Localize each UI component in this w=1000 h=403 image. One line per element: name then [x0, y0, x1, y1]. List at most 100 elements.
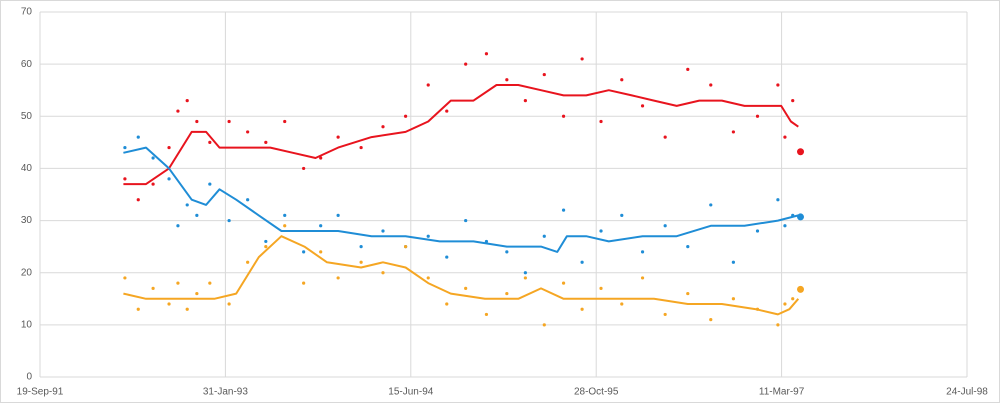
poll-point — [195, 213, 199, 217]
poll-point — [336, 135, 340, 139]
poll-point — [167, 145, 171, 150]
poll-point — [176, 281, 180, 285]
poll-point — [167, 302, 171, 306]
poll-point — [464, 286, 468, 290]
poll-point — [776, 198, 780, 202]
poll-point — [336, 276, 340, 280]
poll-point — [246, 130, 250, 134]
poll-point — [404, 245, 408, 249]
y-tick-label: 10 — [21, 319, 33, 330]
poll-point — [336, 213, 340, 217]
trend-line — [123, 235, 800, 316]
poll-point — [580, 260, 584, 264]
poll-point — [426, 83, 430, 87]
poll-point — [319, 156, 323, 160]
poll-point — [783, 135, 787, 139]
poll-point — [755, 229, 760, 233]
poll-point — [302, 281, 306, 285]
poll-point — [561, 281, 566, 285]
poll-point — [686, 291, 690, 296]
x-tick-label: 28-Oct-95 — [574, 387, 619, 398]
poll-point — [381, 125, 385, 129]
result-point — [797, 213, 805, 221]
poll-point — [791, 297, 795, 301]
poll-point — [319, 224, 323, 228]
poll-point — [208, 281, 212, 285]
poll-point — [404, 114, 408, 118]
poll-point — [580, 307, 584, 311]
poll-point — [620, 213, 624, 217]
poll-point — [599, 119, 603, 124]
poll-point — [302, 250, 306, 254]
poll-point — [123, 177, 127, 181]
poll-point — [185, 203, 189, 207]
poll-point — [776, 83, 780, 87]
poll-point — [731, 260, 735, 264]
x-tick-label: 31-Jan-93 — [203, 387, 248, 398]
y-tick-label: 20 — [21, 267, 33, 278]
poll-point — [227, 302, 231, 306]
y-tick-label: 60 — [21, 59, 33, 70]
poll-point — [561, 114, 566, 118]
poll-point — [523, 99, 527, 103]
y-tick-label: 30 — [21, 215, 33, 226]
poll-point — [663, 312, 667, 317]
poll-point — [136, 307, 140, 311]
poll-point — [731, 130, 735, 134]
poll-point — [381, 271, 385, 275]
poll-point — [195, 119, 199, 124]
poll-point — [640, 250, 645, 254]
poll-point — [542, 72, 546, 77]
poll-point — [464, 62, 468, 66]
poll-point — [208, 140, 212, 144]
result-point — [797, 285, 805, 293]
poll-point — [620, 302, 624, 306]
x-tick-label: 19-Sep-91 — [17, 387, 64, 398]
y-tick-label: 70 — [21, 7, 33, 18]
x-tick-label: 11-Mar-97 — [759, 387, 805, 398]
poll-point — [686, 67, 690, 71]
poll-point — [359, 145, 363, 150]
poll-point — [136, 135, 140, 139]
poll-point — [561, 208, 566, 212]
poll-point — [484, 312, 489, 317]
poll-point — [464, 218, 468, 223]
poll-point — [151, 182, 155, 186]
poll-point — [264, 245, 268, 249]
poll-point — [663, 224, 667, 228]
poll-point — [505, 291, 509, 296]
trend-line — [123, 146, 799, 253]
poll-point — [542, 323, 546, 327]
poll-point — [185, 99, 189, 103]
poll-point — [580, 57, 584, 61]
poll-point — [709, 83, 713, 87]
poll-point — [283, 224, 287, 228]
poll-point — [709, 318, 713, 322]
poll-point — [176, 224, 180, 228]
poll-point — [776, 323, 780, 327]
poll-point — [620, 78, 624, 82]
poll-point — [445, 302, 449, 306]
y-tick-label: 40 — [21, 163, 33, 174]
poll-point — [319, 250, 323, 254]
poll-point — [195, 291, 199, 296]
poll-point — [359, 245, 363, 249]
poll-point — [484, 52, 489, 56]
poll-point — [227, 218, 231, 223]
y-tick-label: 0 — [26, 372, 32, 383]
poll-point — [167, 177, 171, 181]
poll-point — [123, 145, 127, 150]
poll-point — [264, 239, 268, 244]
poll-point — [686, 245, 690, 249]
poll-point — [640, 276, 645, 280]
poll-point — [791, 99, 795, 103]
poll-point — [246, 198, 250, 202]
poll-point — [136, 198, 140, 202]
poll-point — [283, 213, 287, 217]
poll-point — [484, 239, 489, 244]
poll-point — [599, 286, 603, 290]
poll-point — [542, 234, 546, 238]
poll-point — [505, 250, 509, 254]
poll-point — [283, 119, 287, 124]
